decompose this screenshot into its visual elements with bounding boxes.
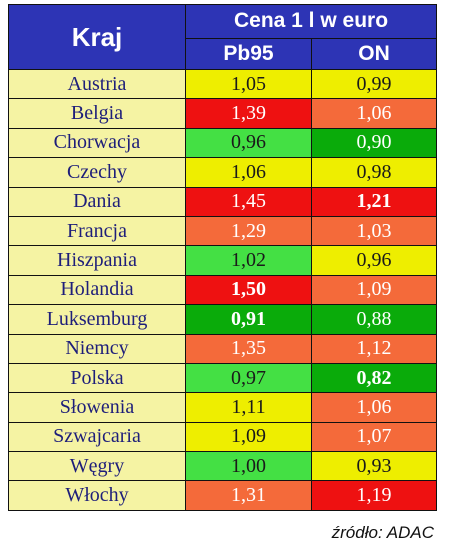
pb95-price-cell: 1,45 <box>185 186 312 217</box>
pb95-price-cell: 1,31 <box>185 480 312 511</box>
on-price-cell: 0,99 <box>310 68 438 100</box>
table-row: Chorwacja 0,96 0,90 <box>8 127 438 159</box>
table-row: Włochy 1,31 1,19 <box>8 480 438 511</box>
country-cell: Węgry <box>8 451 186 482</box>
table-row: Luksemburg 0,91 0,88 <box>8 304 438 335</box>
country-cell: Francja <box>8 215 186 247</box>
on-price-cell: 0,93 <box>310 451 438 482</box>
on-price-cell: 1,06 <box>310 392 438 423</box>
price-group-header: Cena 1 l w euro <box>184 4 438 39</box>
pb95-price-cell: 1,11 <box>185 392 312 423</box>
country-cell: Czechy <box>8 157 186 188</box>
country-cell: Holandia <box>8 274 186 306</box>
table-row: Czechy 1,06 0,98 <box>8 157 438 188</box>
on-price-cell: 1,06 <box>310 98 438 129</box>
table-row: Holandia 1,50 1,09 <box>8 274 438 306</box>
country-cell: Austria <box>8 68 186 100</box>
pb95-column-header: Pb95 <box>185 37 312 71</box>
table-row: Belgia 1,39 1,06 <box>8 98 438 129</box>
country-cell: Włochy <box>8 480 186 511</box>
pb95-price-cell: 0,91 <box>185 304 312 335</box>
on-price-cell: 1,21 <box>310 186 438 217</box>
pb95-price-cell: 1,05 <box>185 68 312 100</box>
pb95-price-cell: 1,50 <box>185 274 312 306</box>
pb95-price-cell: 1,00 <box>185 451 312 482</box>
pb95-price-cell: 1,06 <box>185 157 312 188</box>
country-cell: Chorwacja <box>8 127 186 159</box>
source-note: źródło: ADAC <box>331 523 434 542</box>
table-row: Dania 1,45 1,21 <box>8 186 438 217</box>
table-row: Francja 1,29 1,03 <box>8 215 438 247</box>
table-row: Hiszpania 1,02 0,96 <box>8 245 438 276</box>
pb95-price-cell: 1,35 <box>185 333 312 364</box>
pb95-price-cell: 1,29 <box>185 215 312 247</box>
pb95-price-cell: 0,96 <box>185 127 312 159</box>
country-cell: Szwajcaria <box>8 421 186 453</box>
on-price-cell: 1,12 <box>310 333 438 364</box>
on-price-cell: 1,07 <box>310 421 438 453</box>
table-body: Austria 1,05 0,99 Belgia 1,39 1,06 Chorwacja 0,… <box>8 68 438 511</box>
table-row: Słowenia 1,11 1,06 <box>8 392 438 423</box>
on-price-cell: 0,82 <box>310 362 438 394</box>
table-row: Polska 0,97 0,82 <box>8 362 438 394</box>
country-cell: Luksemburg <box>8 304 186 335</box>
country-cell: Dania <box>8 186 186 217</box>
on-price-cell: 0,90 <box>310 127 438 159</box>
on-price-cell: 1,19 <box>310 480 438 511</box>
country-column-header: Kraj <box>8 4 186 70</box>
country-cell: Polska <box>8 362 186 394</box>
table-row: Austria 1,05 0,99 <box>8 68 438 100</box>
on-price-cell: 0,98 <box>310 157 438 188</box>
pb95-price-cell: 1,09 <box>185 421 312 453</box>
pb95-price-cell: 0,97 <box>185 362 312 394</box>
on-price-cell: 0,96 <box>310 245 438 276</box>
country-cell: Belgia <box>8 98 186 129</box>
pb95-price-cell: 1,02 <box>185 245 312 276</box>
on-price-cell: 1,09 <box>310 274 438 306</box>
table-row: Szwajcaria 1,09 1,07 <box>8 421 438 453</box>
pb95-price-cell: 1,39 <box>185 98 312 129</box>
on-price-cell: 1,03 <box>310 215 438 247</box>
country-cell: Niemcy <box>8 333 186 364</box>
country-cell: Hiszpania <box>8 245 186 276</box>
table-row: Niemcy 1,35 1,12 <box>8 333 438 364</box>
country-cell: Słowenia <box>8 392 186 423</box>
on-price-cell: 0,88 <box>310 304 438 335</box>
on-column-header: ON <box>310 37 438 71</box>
fuel-price-table: Kraj Cena 1 l w euro Pb95 ON Austria 1,05… <box>8 4 438 511</box>
table-row: Węgry 1,00 0,93 <box>8 451 438 482</box>
